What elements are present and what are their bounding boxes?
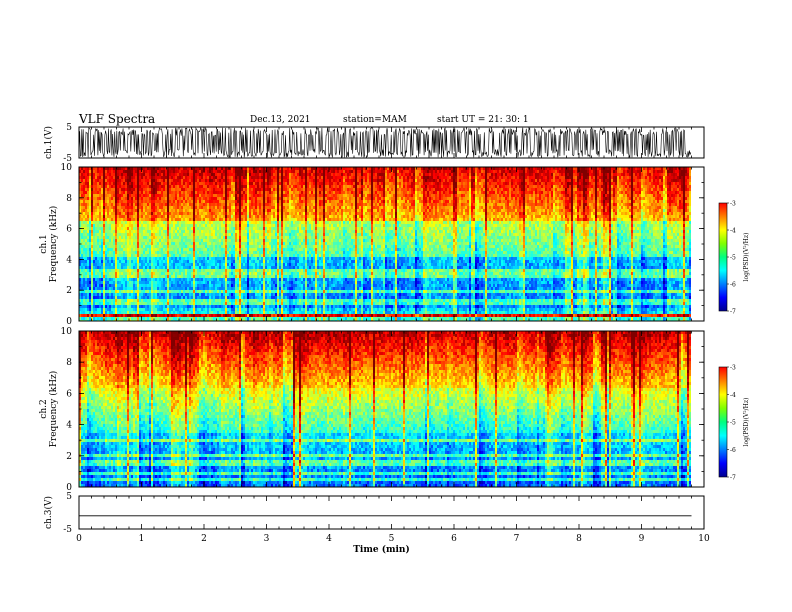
x-tick-label: 3	[264, 534, 270, 544]
colorbar-label-2: log(PSD)(V²/Hz)	[743, 398, 750, 447]
colorbar-2	[719, 367, 727, 477]
y-tick-label-s1: 8	[66, 194, 72, 204]
y-tick-label-s2: 4	[66, 421, 72, 431]
y-axis-label-s2-1: Frequency (kHz)	[48, 371, 59, 448]
y-axis-label-s2-0: ch.2	[39, 399, 49, 418]
y-tick-label-w1: 5	[66, 123, 72, 133]
colorbar-label-1: log(PSD)(V²/Hz)	[743, 233, 750, 282]
colorbar-tick-label-1: -6	[730, 282, 736, 289]
y-axis-label-w3-0: ch.3(V)	[43, 496, 54, 529]
colorbar-tick-label-2: -5	[730, 420, 736, 427]
colorbar-tick-label-2: -6	[730, 447, 736, 454]
x-tick-label: 0	[76, 534, 82, 544]
x-tick-label: 4	[326, 534, 332, 544]
colorbar-tick-label-2: -4	[730, 392, 736, 399]
colorbar-tick-label-2: -3	[730, 365, 736, 372]
y-tick-label-s1: 10	[61, 163, 73, 173]
y-tick-label-w3: -5	[63, 525, 72, 535]
x-tick-label: 1	[139, 534, 145, 544]
y-tick-label-s2: 2	[66, 452, 72, 462]
spectrogram-pixels-1	[79, 167, 691, 321]
y-tick-label-s1: 6	[66, 225, 72, 235]
colorbar-tick-label-1: -5	[730, 255, 736, 262]
x-tick-label: 6	[451, 534, 457, 544]
y-axis-label-s1-1: Frequency (kHz)	[48, 206, 59, 283]
colorbar-tick-label-2: -7	[730, 475, 736, 482]
x-tick-label: 7	[514, 534, 520, 544]
y-tick-label-s1: 4	[66, 255, 72, 265]
y-axis-label-s1-0: ch.1	[39, 234, 49, 253]
x-tick-label: 8	[576, 534, 582, 544]
colorbar-tick-label-1: -4	[730, 228, 736, 235]
y-axis-label-w1-0: ch.1(V)	[43, 126, 54, 159]
y-tick-label-s2: 8	[66, 358, 72, 368]
y-tick-label-s2: 10	[61, 327, 73, 337]
y-tick-label-s2: 6	[66, 389, 72, 399]
colorbar-tick-label-1: -3	[730, 201, 736, 208]
y-tick-label-s1: 0	[66, 317, 72, 327]
x-axis-label: Time (min)	[353, 544, 410, 555]
colorbar-1	[719, 203, 727, 311]
x-tick-label: 5	[389, 534, 395, 544]
x-tick-label: 2	[201, 534, 207, 544]
colorbar-tick-label-1: -7	[730, 309, 736, 316]
y-tick-label-s1: 2	[66, 286, 72, 296]
x-tick-label: 10	[698, 534, 710, 544]
x-tick-label: 9	[639, 534, 645, 544]
spectrogram-pixels-2	[79, 331, 691, 487]
y-tick-label-w3: 5	[66, 492, 72, 502]
ch1-waveform-trace	[79, 128, 691, 158]
